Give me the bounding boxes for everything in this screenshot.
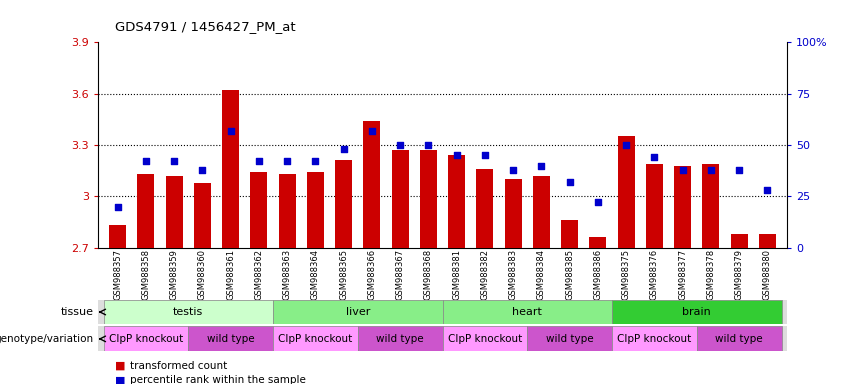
Bar [194,183,211,248]
Text: heart: heart [512,307,542,317]
Bar [477,169,494,248]
Text: wild type: wild type [716,334,763,344]
Text: ■: ■ [115,375,125,384]
Bar [443,326,528,351]
Text: ClpP knockout: ClpP knockout [109,334,183,344]
Point [563,179,576,185]
Point [620,142,633,148]
Bar [448,155,465,248]
Bar [590,237,607,248]
Bar [420,150,437,248]
Point [704,167,717,173]
Bar [222,90,239,248]
Bar [188,326,273,351]
Text: wild type: wild type [545,334,593,344]
Point [648,154,661,161]
Bar [335,161,352,248]
Bar [612,326,697,351]
Text: genotype/variation: genotype/variation [0,334,94,344]
Point [591,199,605,205]
Text: testis: testis [173,307,203,317]
Bar [646,164,663,248]
Point [252,158,266,164]
Bar [278,174,295,248]
Text: brain: brain [683,307,711,317]
Bar [104,300,273,324]
Text: ClpP knockout: ClpP knockout [278,334,352,344]
Point [196,167,209,173]
Point [365,127,379,134]
Bar [561,220,578,248]
Point [506,167,520,173]
Bar [273,326,357,351]
Text: ClpP knockout: ClpP knockout [617,334,692,344]
Bar [166,176,183,248]
Text: transformed count: transformed count [130,361,227,371]
Text: ClpP knockout: ClpP knockout [448,334,522,344]
Bar [363,121,380,248]
Point [761,187,774,193]
Point [111,204,124,210]
Bar [528,326,612,351]
Text: ■: ■ [115,361,125,371]
Text: percentile rank within the sample: percentile rank within the sample [130,375,306,384]
Point [393,142,407,148]
Bar [273,300,443,324]
Point [450,152,464,158]
Point [139,158,152,164]
Point [168,158,181,164]
Bar [307,172,324,248]
Bar [505,179,522,248]
Point [309,158,323,164]
Text: liver: liver [346,307,370,317]
Bar [674,166,691,248]
Point [280,158,294,164]
Bar [109,225,126,248]
Point [478,152,492,158]
Point [534,162,548,169]
Text: tissue: tissue [60,307,94,317]
Bar [443,300,612,324]
Bar [533,176,550,248]
Bar [702,164,719,248]
Text: GDS4791 / 1456427_PM_at: GDS4791 / 1456427_PM_at [115,20,295,33]
Bar [731,234,748,248]
Point [224,127,237,134]
Bar [104,326,188,351]
Bar [612,300,781,324]
Bar [759,234,776,248]
Bar [391,150,408,248]
Bar [618,136,635,248]
Text: wild type: wild type [207,334,254,344]
Point [337,146,351,152]
Point [733,167,746,173]
Bar [697,326,781,351]
Point [421,142,435,148]
Point [676,167,689,173]
Text: wild type: wild type [376,334,424,344]
Bar [137,174,154,248]
Bar [250,172,267,248]
Bar [357,326,443,351]
